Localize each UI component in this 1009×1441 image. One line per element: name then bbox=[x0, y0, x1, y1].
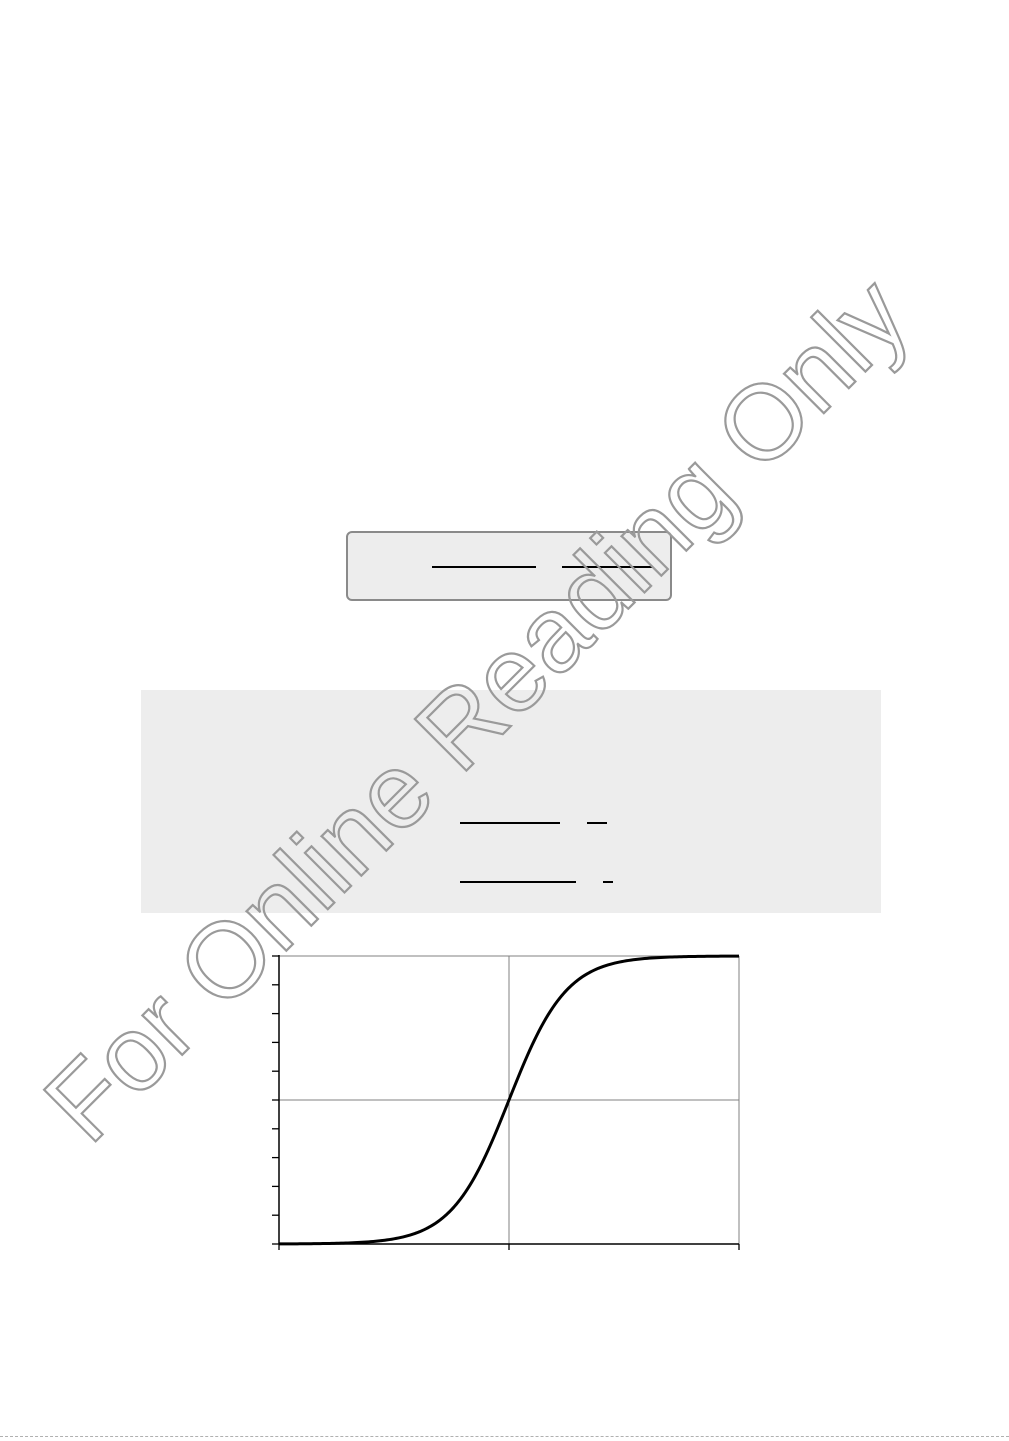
example-panel bbox=[141, 690, 881, 913]
fraction-bar bbox=[460, 822, 560, 824]
series-line bbox=[279, 954, 739, 1246]
axes-layer bbox=[272, 955, 740, 1250]
fraction-bar bbox=[460, 881, 576, 883]
page-bottom-rule bbox=[0, 1436, 1009, 1437]
fraction-bar bbox=[587, 822, 607, 824]
fraction-bar bbox=[432, 566, 536, 568]
curve-layer bbox=[279, 954, 739, 1246]
fraction-bar bbox=[603, 881, 613, 883]
sigmoid-chart bbox=[272, 954, 740, 1250]
formula-box bbox=[346, 531, 672, 601]
fraction-bar bbox=[562, 566, 652, 568]
